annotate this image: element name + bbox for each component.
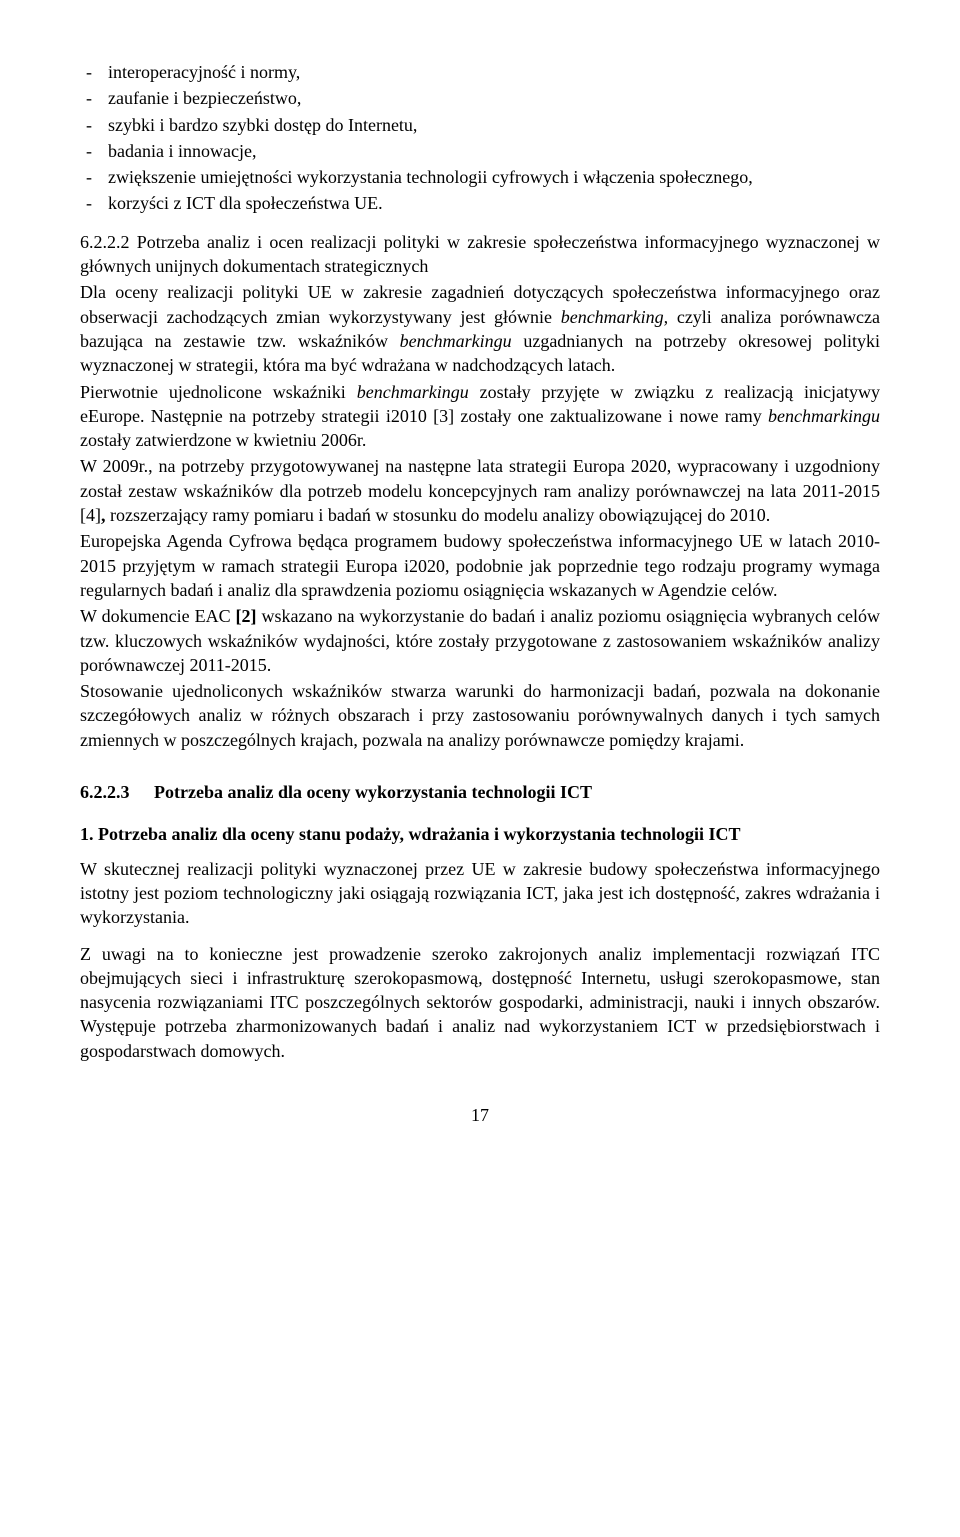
section-6222-heading: 6.2.2.2 Potrzeba analiz i ocen realizacj… xyxy=(80,230,880,279)
bullet-list: interoperacyjność i normy,zaufanie i bez… xyxy=(80,60,880,216)
section-title: Potrzeba analiz i ocen realizacji polity… xyxy=(80,232,880,276)
body-paragraph: Europejska Agenda Cyfrowa będąca program… xyxy=(80,529,880,602)
bullet-item: szybki i bardzo szybki dostęp do Interne… xyxy=(108,113,880,137)
item-number: 1. xyxy=(80,824,94,844)
body-paragraph: Stosowanie ujednoliconych wskaźników stw… xyxy=(80,679,880,752)
body-paragraph: W dokumencie EAC [2] wskazano na wykorzy… xyxy=(80,604,880,677)
numbered-subheading: 1. Potrzeba analiz dla oceny stanu podaż… xyxy=(102,822,880,846)
bullet-item: zaufanie i bezpieczeństwo, xyxy=(108,86,880,110)
page-number: 17 xyxy=(80,1103,880,1127)
section-number: 6.2.2.3 xyxy=(80,782,130,802)
bullet-item: badania i innowacje, xyxy=(108,139,880,163)
bullet-item: zwiększenie umiejętności wykorzystania t… xyxy=(108,165,880,189)
section-6223-heading: 6.2.2.3 Potrzeba analiz dla oceny wykorz… xyxy=(80,780,880,804)
item-title: Potrzeba analiz dla oceny stanu podaży, … xyxy=(98,824,741,844)
body-paragraph: Z uwagi na to konieczne jest prowadzenie… xyxy=(80,942,880,1063)
bullet-item: interoperacyjność i normy, xyxy=(108,60,880,84)
bullet-item: korzyści z ICT dla społeczeństwa UE. xyxy=(108,191,880,215)
section-number: 6.2.2.2 xyxy=(80,232,130,252)
spacer xyxy=(80,932,880,942)
section-title: Potrzeba analiz dla oceny wykorzystania … xyxy=(154,782,592,802)
body-paragraph: W skutecznej realizacji polityki wyznacz… xyxy=(80,857,880,930)
body-paragraph: Dla oceny realizacji polityki UE w zakre… xyxy=(80,280,880,377)
body-paragraph: Pierwotnie ujednolicone wskaźniki benchm… xyxy=(80,380,880,453)
body-paragraph: W 2009r., na potrzeby przygotowywanej na… xyxy=(80,454,880,527)
